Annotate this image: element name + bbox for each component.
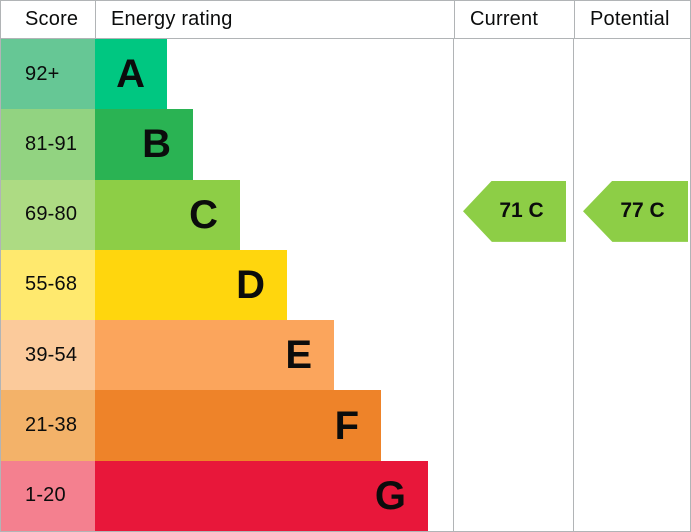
band-letter: C: [189, 192, 218, 237]
band-score-range: 55-68: [1, 249, 95, 321]
column-divider-current: [453, 39, 454, 531]
band-letter: D: [236, 262, 265, 307]
potential-rating-label: 77 C: [620, 199, 665, 223]
header-energy-rating: Energy rating: [95, 1, 454, 38]
chart-body: 92+ A 81-91 B 69-80 C 55-68 D 39-54 E 21…: [1, 39, 690, 531]
band-letter: F: [334, 403, 359, 448]
band-row: 1-20 G: [1, 460, 690, 531]
band-bar: A: [95, 39, 167, 110]
band-rows: 92+ A 81-91 B 69-80 C 55-68 D 39-54 E 21…: [1, 39, 690, 531]
header-current: Current: [454, 1, 574, 38]
band-bar: F: [95, 390, 381, 461]
band-row: 92+ A: [1, 39, 690, 110]
band-row: 21-38 F: [1, 390, 690, 461]
band-row: 69-80 C: [1, 179, 690, 250]
band-row: 39-54 E: [1, 320, 690, 391]
band-score-range: 1-20: [1, 460, 95, 531]
current-rating-label: 71 C: [499, 199, 544, 223]
band-letter: G: [374, 473, 406, 518]
band-bar: D: [95, 249, 287, 321]
column-divider-potential: [573, 39, 574, 531]
band-letter: A: [116, 52, 145, 97]
band-bar: E: [95, 320, 334, 391]
band-row: 81-91 B: [1, 109, 690, 180]
band-letter: E: [285, 333, 312, 378]
band-row: 55-68 D: [1, 249, 690, 321]
band-letter: B: [142, 122, 171, 167]
band-score-range: 81-91: [1, 109, 95, 180]
band-bar: C: [95, 179, 240, 250]
band-score-range: 21-38: [1, 390, 95, 461]
band-score-range: 69-80: [1, 179, 95, 250]
band-score-range: 39-54: [1, 320, 95, 391]
band-bar: G: [95, 460, 428, 531]
band-bar: B: [95, 109, 193, 180]
band-score-range: 92+: [1, 39, 95, 110]
header-potential: Potential: [574, 1, 690, 38]
table-header: Score Energy rating Current Potential: [1, 1, 690, 39]
header-score: Score: [25, 8, 79, 30]
